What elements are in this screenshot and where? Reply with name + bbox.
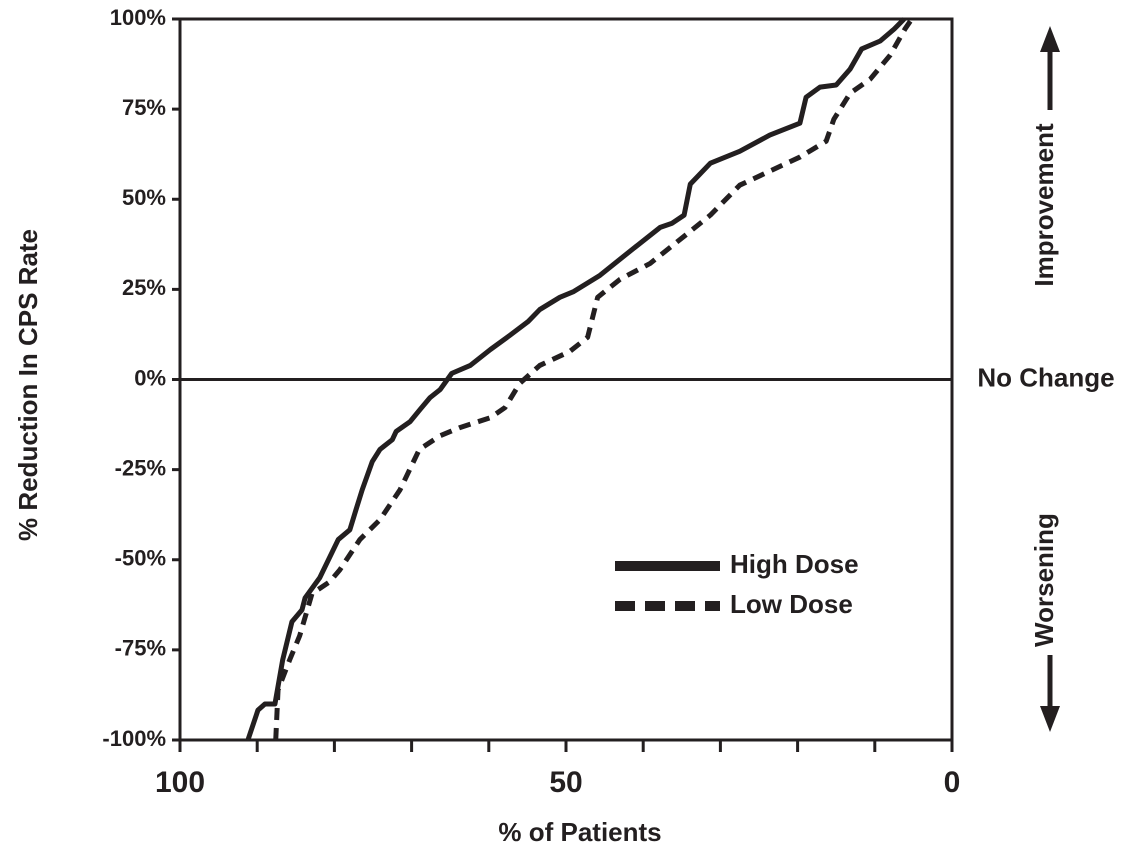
plot-frame xyxy=(178,17,954,742)
y-tick-label: 50% xyxy=(122,185,166,210)
y-tick-label: -100% xyxy=(102,726,166,751)
y-tick-label: 25% xyxy=(122,275,166,300)
y-tick-label: 0% xyxy=(134,365,166,390)
x-tick-label: 0 xyxy=(944,766,961,799)
x-tick-label: 50 xyxy=(549,766,582,799)
y-tick-label: -50% xyxy=(115,546,166,571)
legend-label: High Dose xyxy=(730,549,859,579)
x-axis-label: % of Patients xyxy=(498,817,661,847)
y-axis-label: % Reduction In CPS Rate xyxy=(13,229,43,541)
y-tick-label: -75% xyxy=(115,636,166,661)
x-tick-label: 100 xyxy=(155,766,205,799)
y-tick-label: 100% xyxy=(110,5,166,30)
y-tick-label: -25% xyxy=(115,455,166,480)
arrows xyxy=(1040,26,1060,732)
annotation: Worsening xyxy=(1029,513,1059,647)
legend-label: Low Dose xyxy=(730,589,853,619)
annotation: Improvement xyxy=(1029,123,1059,287)
series-line xyxy=(245,17,906,741)
series-line xyxy=(273,19,913,741)
y-tick-label: 75% xyxy=(122,95,166,120)
reference-label: No Change xyxy=(977,362,1114,392)
